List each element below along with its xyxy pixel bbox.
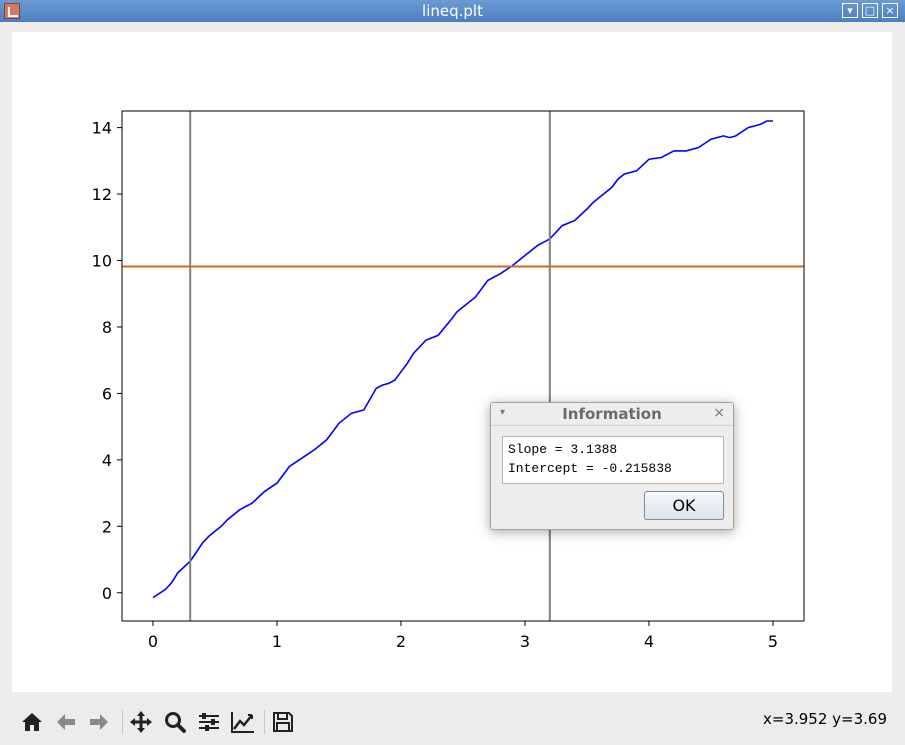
y-tick-label: 12 <box>92 185 112 204</box>
intercept-text: Intercept = -0.215838 <box>508 461 672 476</box>
dialog-title: Information <box>562 405 662 423</box>
close-window-button[interactable]: × <box>882 3 898 18</box>
cursor-coordinates: x=3.952 y=3.69 <box>763 710 887 728</box>
x-tick-label: 4 <box>644 632 654 651</box>
app-icon <box>4 3 20 19</box>
forward-arrow-icon[interactable] <box>86 709 112 735</box>
window-titlebar: lineq.plt ▾ □ × <box>0 0 905 22</box>
y-tick-label: 10 <box>92 252 112 271</box>
y-tick-label: 8 <box>102 318 112 337</box>
x-tick-label: 1 <box>272 632 282 651</box>
back-arrow-icon[interactable] <box>53 709 79 735</box>
ok-button[interactable]: OK <box>644 491 724 520</box>
figure-canvas[interactable]: 0 1 2 3 4 5 0 2 4 6 8 10 12 14 <box>12 32 892 692</box>
window-title: lineq.plt <box>422 2 483 20</box>
x-tick-label: 5 <box>768 632 778 651</box>
save-icon[interactable] <box>270 709 296 735</box>
home-icon[interactable] <box>19 709 45 735</box>
toolbar-separator <box>264 710 265 734</box>
y-tick-label: 4 <box>102 451 112 470</box>
dialog-close-icon[interactable]: × <box>713 405 725 421</box>
pan-icon[interactable] <box>128 709 154 735</box>
dialog-menu-icon[interactable]: ▾ <box>500 407 506 418</box>
y-tick-label: 2 <box>102 517 112 536</box>
information-dialog: ▾ Information × Slope = 3.1388 Intercept… <box>490 402 734 530</box>
series-line-0 <box>152 120 773 599</box>
maximize-button[interactable]: □ <box>862 3 878 18</box>
configure-subplots-icon[interactable] <box>196 709 222 735</box>
x-tick-label: 3 <box>520 632 530 651</box>
navigation-toolbar: x=3.952 y=3.69 <box>0 700 905 745</box>
zoom-icon[interactable] <box>162 709 188 735</box>
toolbar-separator <box>122 710 123 734</box>
dialog-message: Slope = 3.1388 Intercept = -0.215838 <box>502 436 724 484</box>
y-tick-label: 0 <box>102 584 112 603</box>
edit-axis-icon[interactable] <box>230 709 256 735</box>
minimize-button[interactable]: ▾ <box>842 3 858 18</box>
x-tick-label: 2 <box>396 632 406 651</box>
x-tick-label: 0 <box>148 632 158 651</box>
slope-text: Slope = 3.1388 <box>508 442 618 457</box>
dialog-titlebar: ▾ Information × <box>491 403 733 426</box>
axes-frame <box>121 110 805 622</box>
y-tick-label: 14 <box>92 119 112 138</box>
y-tick-label: 6 <box>102 384 112 403</box>
